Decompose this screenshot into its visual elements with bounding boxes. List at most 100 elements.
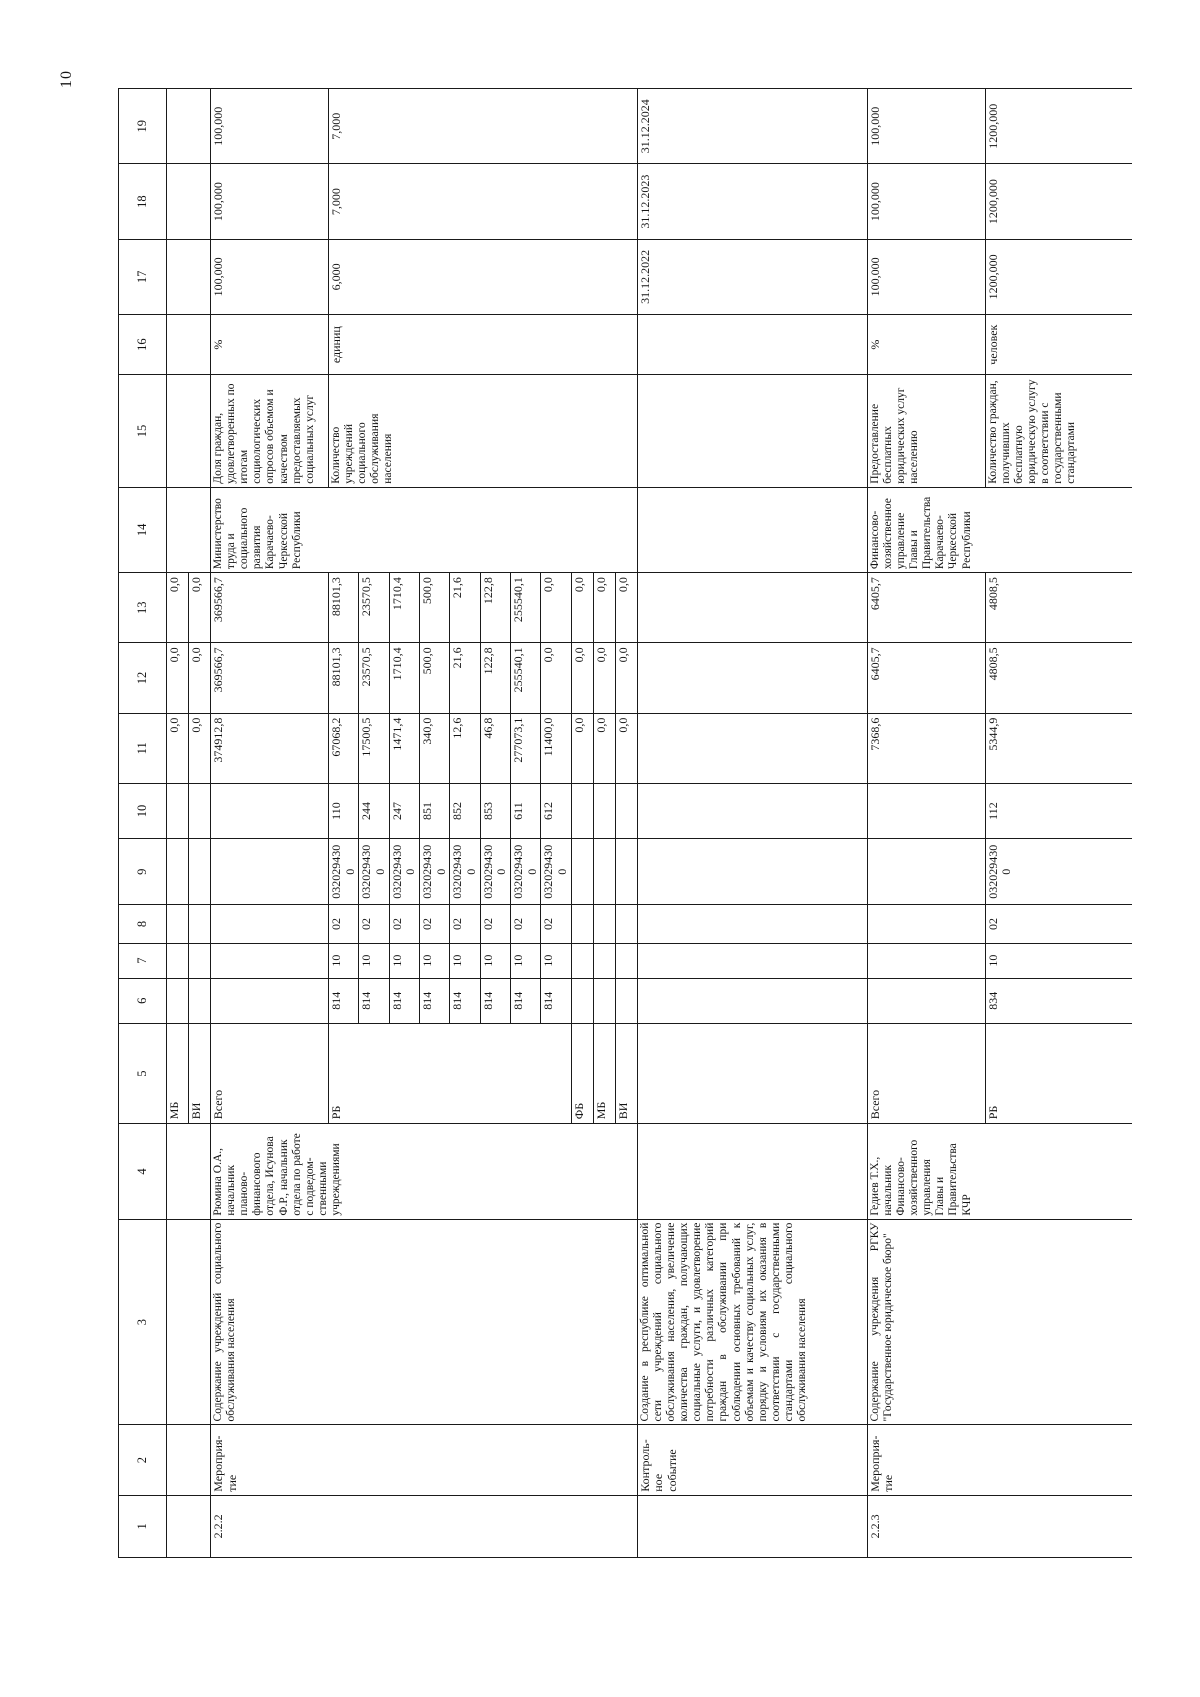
- empty-cell: [166, 487, 211, 573]
- funding-source-label: Всего: [867, 1023, 986, 1124]
- grbs-code: 834: [985, 978, 1132, 1024]
- empty-cell: [637, 1123, 868, 1220]
- empty-cell: [637, 978, 868, 1024]
- empty-cell: [637, 838, 868, 905]
- empty-cell: [188, 978, 211, 1024]
- column-number: 14: [118, 487, 167, 573]
- empty-cell: [615, 783, 638, 839]
- csr-code: 0320294300: [480, 838, 511, 905]
- vr-code: 247: [389, 783, 420, 839]
- column-number: 11: [118, 713, 167, 784]
- funding-source-label: ВИ: [615, 1023, 638, 1124]
- empty-cell: [166, 978, 189, 1024]
- indicator-unit: единиц: [328, 314, 638, 375]
- row-221-mb: МБ 0,0 0,0 0,0: [166, 88, 211, 1558]
- empty-cell: [210, 838, 329, 905]
- vr-code: 611: [510, 783, 541, 839]
- amount-2024: 0,0: [540, 572, 572, 643]
- indicator-name: Количество учреждений социального обслуж…: [328, 374, 638, 488]
- indicator-unit: человек: [985, 314, 1132, 375]
- amount-2023: 0,0: [593, 642, 616, 714]
- indicator-value-2022: 1200,000: [985, 239, 1132, 315]
- empty-cell: [188, 783, 211, 839]
- vr-code: 112: [985, 783, 1132, 839]
- funding-source-label: МБ: [593, 1023, 616, 1124]
- empty-cell: [166, 374, 211, 488]
- indicator-value-2023: 100,000: [867, 163, 986, 240]
- grbs-code: 814: [480, 978, 511, 1024]
- amount-2024: 122,8: [480, 572, 511, 643]
- empty-cell: [166, 783, 189, 839]
- amount-2023: 88101,3: [328, 642, 359, 714]
- razdel-code: 10: [419, 943, 450, 979]
- empty-cell: [166, 163, 211, 240]
- csr-code: 0320294300: [358, 838, 390, 905]
- empty-cell: [593, 943, 616, 979]
- amount-2022: 0,0: [571, 713, 594, 784]
- amount-2023: 369566,7: [210, 642, 329, 714]
- empty-cell: [166, 838, 189, 905]
- empty-cell: [188, 943, 211, 979]
- executor: Рюмина О.А., начальник планово-финансово…: [210, 1123, 638, 1220]
- amount-2023: 6405,7: [867, 642, 986, 714]
- empty-cell: [637, 904, 868, 944]
- amount-2024: 255540,1: [510, 572, 541, 643]
- razdel-code: 10: [985, 943, 1132, 979]
- empty-cell: [867, 943, 986, 979]
- amount-2022: 7368,6: [867, 713, 986, 784]
- empty-cell: [637, 1495, 868, 1558]
- empty-cell: [593, 783, 616, 839]
- amount-2023: 0,0: [615, 642, 638, 714]
- csr-code: 0320294300: [328, 838, 359, 905]
- razdel-code: 10: [480, 943, 511, 979]
- row-223-total: 2.2.3 Мероприя-тие Содержание учреждения…: [867, 88, 1132, 1558]
- funding-source-label: МБ: [166, 1023, 189, 1124]
- amount-2024: 0,0: [615, 572, 638, 643]
- rotated-table-area: 1 2 3 4 5 6 7 8 9 10 11 12 13 14 15 16 1: [118, 86, 1132, 1566]
- csr-code: 0320294300: [449, 838, 481, 905]
- indicator-value-2023: 7,000: [328, 163, 638, 240]
- csr-code: 0320294300: [510, 838, 541, 905]
- amount-2024: 88101,3: [328, 572, 359, 643]
- amount-2022: 17500,5: [358, 713, 390, 784]
- indicator-value-2023: 100,000: [210, 163, 329, 240]
- amount-2024: 0,0: [593, 572, 616, 643]
- empty-cell: [571, 943, 594, 979]
- amount-2024: 1710,4: [389, 572, 420, 643]
- column-number: 15: [118, 374, 167, 488]
- row-control-event: Контроль-ное событие Создание в республи…: [637, 88, 868, 1558]
- column-number: 13: [118, 572, 167, 643]
- amount-2022: 340,0: [419, 713, 450, 784]
- amount-2024: 4808,5: [985, 572, 1132, 643]
- indicator-unit: %: [867, 314, 986, 375]
- amount-2023: 255540,1: [510, 642, 541, 714]
- podrazdel-code: 02: [358, 904, 390, 944]
- empty-cell: [867, 783, 986, 839]
- amount-2022: 0,0: [593, 713, 616, 784]
- indicator-unit: %: [210, 314, 329, 375]
- landscape-canvas: 1 2 3 4 5 6 7 8 9 10 11 12 13 14 15 16 1: [118, 86, 1132, 1558]
- podrazdel-code: 02: [419, 904, 450, 944]
- empty-cell: [210, 978, 329, 1024]
- amount-2023: 4808,5: [985, 642, 1132, 714]
- funding-source-label: РБ: [328, 1023, 572, 1124]
- amount-2023: 0,0: [166, 642, 189, 714]
- empty-cell: [593, 978, 616, 1024]
- empty-cell: [210, 783, 329, 839]
- empty-cell: [867, 904, 986, 944]
- grbs-code: 814: [328, 978, 359, 1024]
- amount-2024: 6405,7: [867, 572, 986, 643]
- empty-cell: [593, 904, 616, 944]
- funding-source-label: ВИ: [188, 1023, 211, 1124]
- csr-code: 0320294300: [419, 838, 450, 905]
- vr-code: 244: [358, 783, 390, 839]
- empty-cell: [637, 314, 868, 375]
- amount-2024: 21,6: [449, 572, 481, 643]
- amount-2023: 0,0: [540, 642, 572, 714]
- empty-cell: [571, 783, 594, 839]
- row-number: 2.2.3: [867, 1495, 1132, 1558]
- column-number: 8: [118, 904, 167, 944]
- event-name: Содержание учреждений социального обслуж…: [210, 1219, 638, 1425]
- amount-2023: 0,0: [571, 642, 594, 714]
